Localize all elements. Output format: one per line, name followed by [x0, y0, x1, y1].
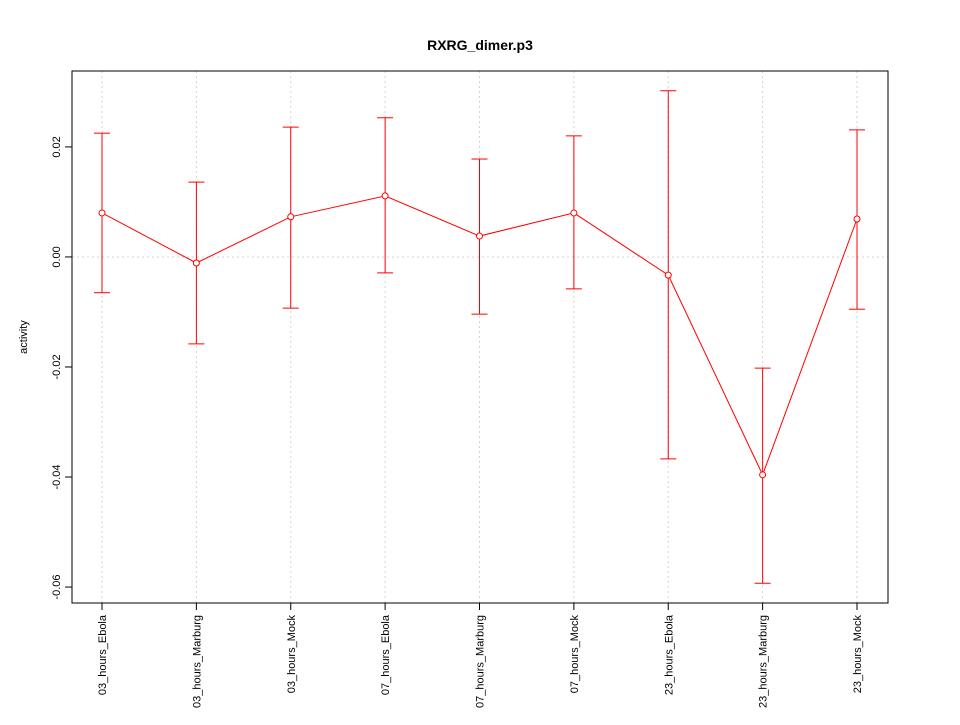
data-point: [759, 471, 767, 479]
data-point: [664, 271, 672, 279]
data-point: [853, 215, 861, 223]
x-tick-label: 07_hours_Ebola: [380, 614, 392, 695]
x-tick-label: 03_hours_Mock: [286, 615, 298, 694]
data-point: [570, 209, 578, 217]
x-tick-label: 07_hours_Marburg: [475, 615, 487, 708]
x-tick-label: 23_hours_Marburg: [758, 615, 770, 708]
y-tick-label: -0.04: [51, 464, 63, 489]
y-tick-label: -0.06: [51, 575, 63, 600]
data-point: [381, 192, 389, 200]
x-tick-label: 03_hours_Ebola: [97, 614, 109, 695]
chart-title: RXRG_dimer.p3: [427, 37, 533, 53]
grid: [72, 71, 888, 603]
y-tick-label: -0.02: [51, 354, 63, 379]
x-tick-label: 23_hours_Ebola: [663, 614, 675, 695]
data-point: [476, 232, 483, 240]
y-axis-label: activity: [18, 320, 30, 354]
data-point: [287, 213, 295, 221]
series: [94, 90, 865, 584]
y-axis: 0.02 0.00 -0.02 -0.04 -0.06: [51, 136, 73, 600]
y-tick-label: 0.00: [51, 246, 63, 267]
y-tick-label: 0.02: [51, 136, 63, 157]
x-tick-label: 23_hours_Mock: [852, 615, 864, 694]
data-point: [98, 209, 106, 217]
x-axis: 03_hours_Ebola 03_hours_Marburg 03_hours_M…: [97, 603, 864, 708]
x-tick-label: 03_hours_Marburg: [191, 615, 203, 708]
data-point: [192, 259, 200, 267]
x-tick-label: 07_hours_Mock: [569, 615, 581, 694]
